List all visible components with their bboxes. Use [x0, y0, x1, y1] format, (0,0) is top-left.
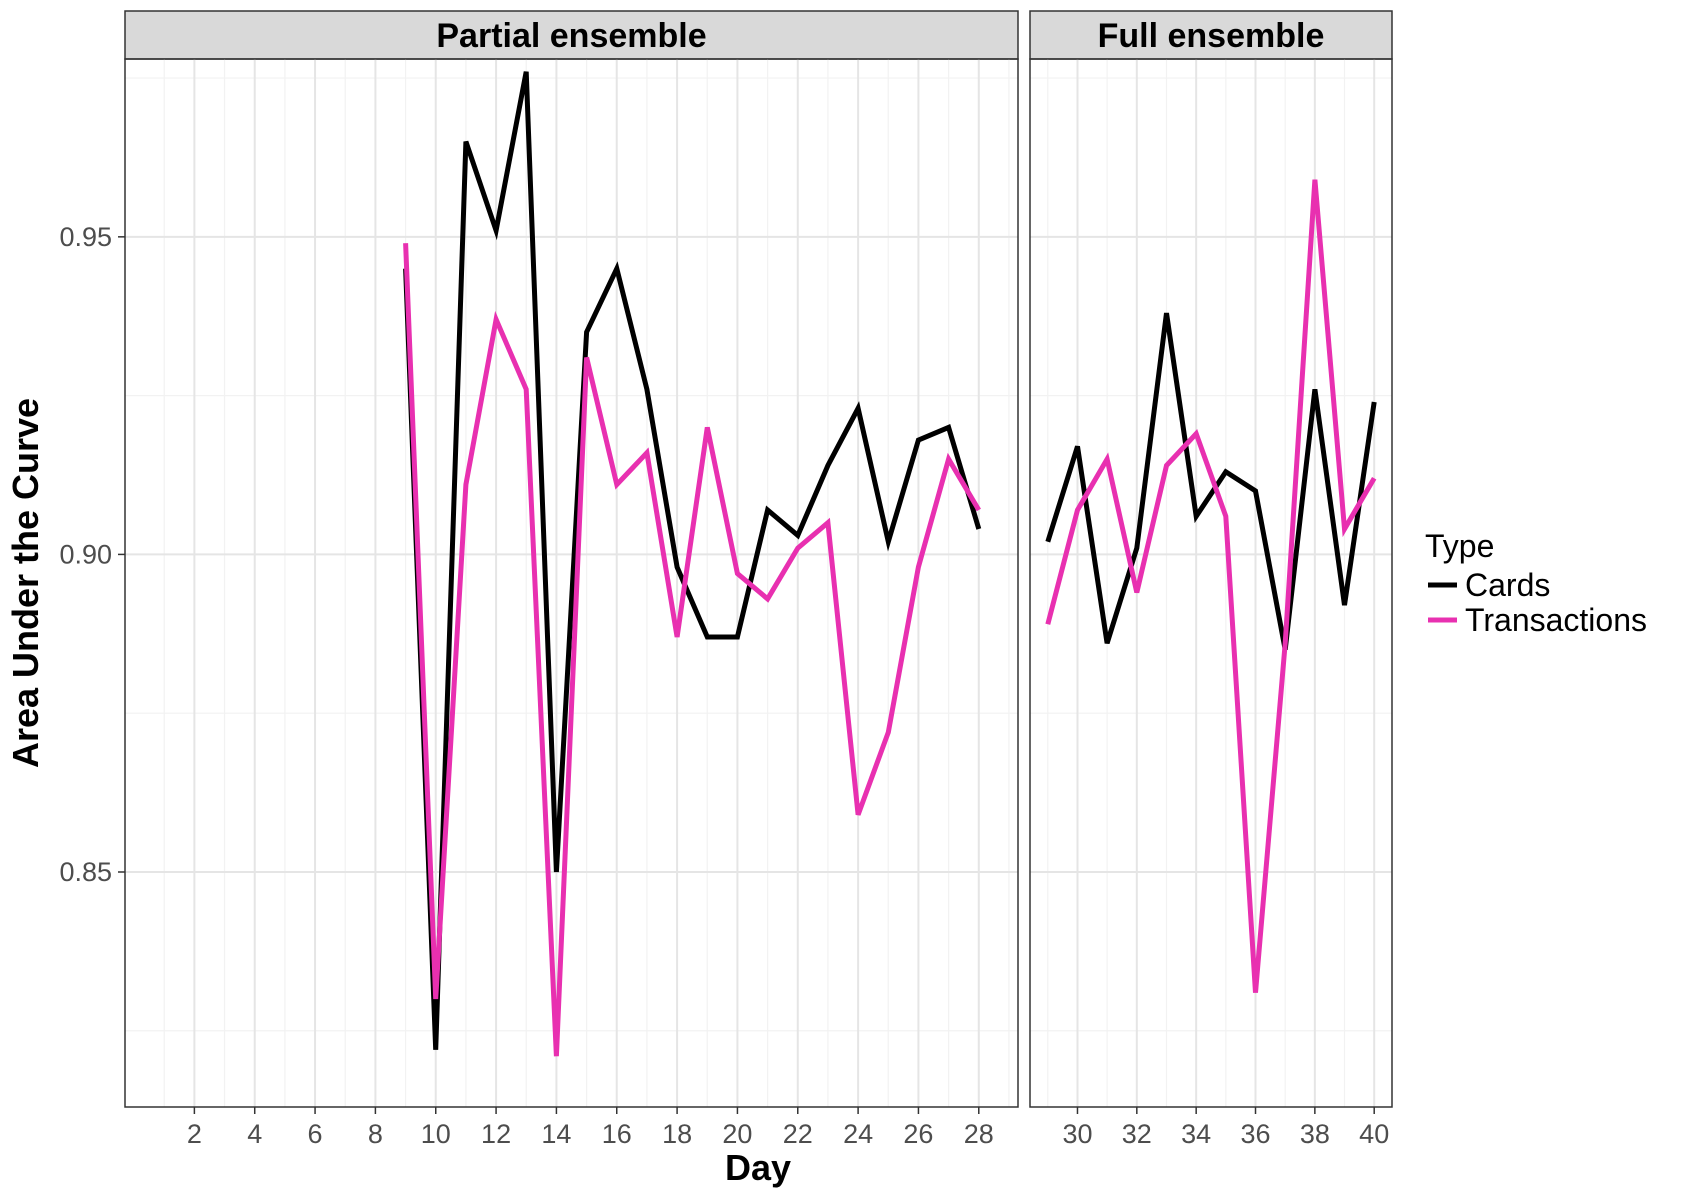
panel-series-lines	[403, 71, 982, 1057]
x-tick-label: 40	[1359, 1119, 1389, 1149]
y-tick-label: 0.90	[59, 539, 112, 569]
x-tick-label: 18	[662, 1119, 692, 1149]
panel-title-full-ensemble: Full ensemble	[1098, 17, 1325, 55]
panel-grid	[1030, 59, 1392, 1107]
panel-border	[1029, 58, 1393, 1108]
x-tick-label: 32	[1122, 1119, 1152, 1149]
panel-full-ensemble: Full ensemble 30 32 34 36 38 40	[1029, 10, 1393, 1149]
series-line-cards	[403, 71, 982, 1050]
x-tick-label: 28	[964, 1119, 994, 1149]
x-tick-label: 36	[1240, 1119, 1270, 1149]
x-tick-label: 34	[1181, 1119, 1211, 1149]
legend-label-cards: Cards	[1465, 567, 1550, 603]
x-tick-label: 8	[368, 1119, 383, 1149]
x-tick-label: 6	[308, 1119, 323, 1149]
y-tick-label: 0.95	[59, 222, 112, 252]
x-tick-label: 4	[247, 1119, 262, 1149]
x-tick-label: 24	[843, 1119, 873, 1149]
x-axis-title: Day	[725, 1147, 791, 1188]
x-tick-label: 22	[783, 1119, 813, 1149]
legend: Type Cards Transactions	[1425, 528, 1647, 638]
x-axis-ticks: 2 4 6 8 10 12 14 16 18 20 22 24 26 28	[187, 1107, 994, 1149]
x-axis-ticks: 30 32 34 36 38 40	[1062, 1107, 1389, 1149]
y-axis-ticks: 0.85 0.90 0.95	[59, 222, 125, 887]
x-tick-label: 12	[481, 1119, 511, 1149]
x-tick-label: 2	[187, 1119, 202, 1149]
series-line-cards	[1045, 312, 1377, 651]
panel-series-lines	[1045, 179, 1377, 993]
y-axis-title: Area Under the Curve	[5, 398, 46, 768]
x-tick-label: 20	[722, 1119, 752, 1149]
panel-border	[124, 58, 1019, 1108]
y-tick-label: 0.85	[59, 857, 112, 887]
legend-title: Type	[1425, 528, 1494, 564]
panel-strip-background	[124, 10, 1019, 60]
x-tick-label: 30	[1062, 1119, 1092, 1149]
panel-strip-background	[1029, 10, 1393, 60]
x-tick-label: 14	[541, 1119, 571, 1149]
panel-partial-ensemble: Partial ensemble 2 4 6 8 10 12 14 16 18 20 22 24 26 2…	[124, 10, 1019, 1149]
x-tick-label: 10	[421, 1119, 451, 1149]
legend-label-transactions: Transactions	[1465, 602, 1647, 638]
x-tick-label: 26	[903, 1119, 933, 1149]
panel-grid	[125, 59, 1018, 1107]
series-line-transactions	[403, 243, 981, 1057]
panel-title-partial-ensemble: Partial ensemble	[436, 17, 706, 55]
series-line-transactions	[1045, 179, 1377, 993]
x-tick-label: 16	[602, 1119, 632, 1149]
x-tick-label: 38	[1300, 1119, 1330, 1149]
